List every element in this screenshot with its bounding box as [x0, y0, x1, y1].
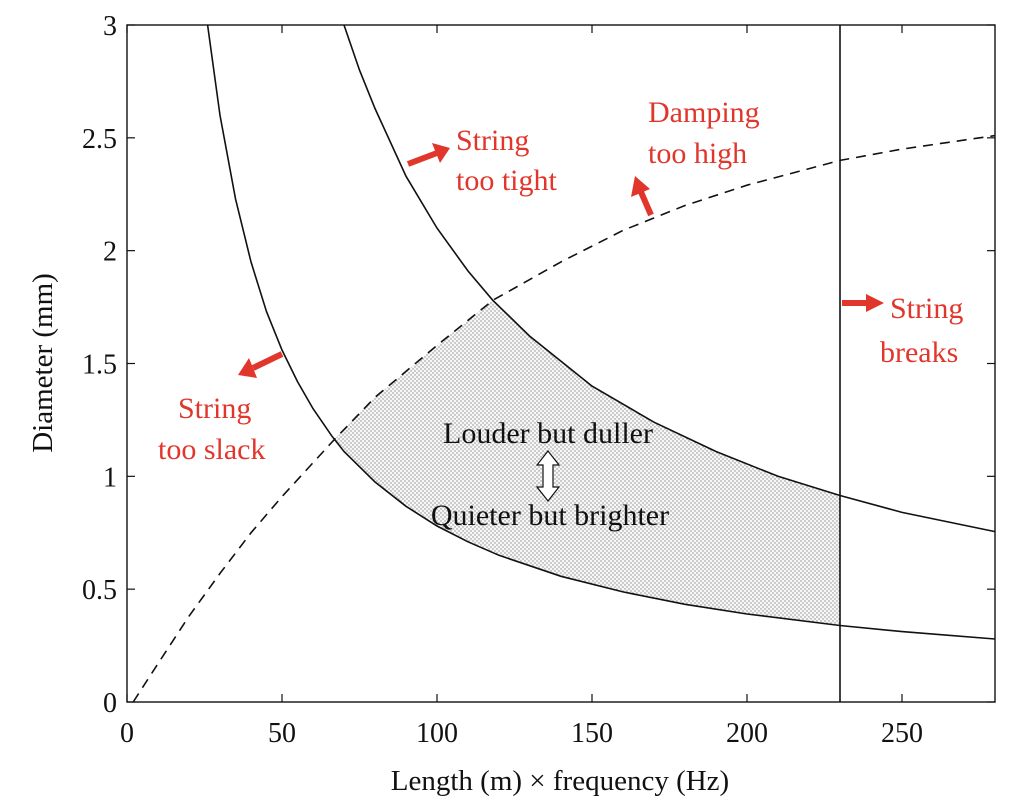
- y-axis-title: Diameter (mm): [27, 273, 59, 453]
- x-tick-label: 50: [268, 718, 296, 749]
- y-tick-label: 3: [103, 11, 117, 42]
- x-tick-label: 250: [881, 718, 923, 749]
- damping-too-high-label-2: too high: [648, 137, 747, 170]
- x-tick-label: 0: [120, 718, 134, 749]
- string-too-tight-label-1: String: [456, 124, 529, 157]
- tight-arrow-icon: [406, 143, 450, 167]
- louder-duller-label: Louder but duller: [443, 417, 653, 450]
- y-tick-label: 0.5: [82, 575, 117, 606]
- x-tick-label: 200: [726, 718, 768, 749]
- y-tick-label: 1.5: [82, 350, 117, 381]
- string-too-slack-label-1: String: [178, 392, 251, 425]
- x-tick-label: 150: [571, 718, 613, 749]
- y-tick-label: 2.5: [82, 124, 117, 155]
- x-axis-title: Length (m) × frequency (Hz): [391, 765, 729, 797]
- y-tick-label: 0: [103, 688, 117, 719]
- damping-too-high-label-1: Damping: [648, 96, 760, 129]
- string-too-slack-label-2: too slack: [158, 433, 265, 466]
- series-line-1: [206, 24, 996, 640]
- string-breaks-label-1: String: [890, 292, 963, 325]
- slack-arrow-icon: [238, 351, 284, 378]
- shaded-region: [331, 300, 840, 626]
- y-tick-label: 1: [103, 462, 117, 493]
- x-tick-label: 100: [416, 718, 458, 749]
- damping-arrow-icon: [631, 176, 654, 217]
- series-line-2: [343, 24, 996, 533]
- series-line-3: [132, 134, 996, 703]
- y-tick-label: 2: [103, 237, 117, 268]
- double-arrow-icon: [535, 450, 561, 502]
- string-too-tight-label-2: too tight: [456, 164, 558, 197]
- string-breaks-label-2: breaks: [880, 336, 958, 369]
- breaks-arrow-icon: [842, 294, 884, 312]
- quieter-brighter-label: Quieter but brighter: [431, 499, 669, 532]
